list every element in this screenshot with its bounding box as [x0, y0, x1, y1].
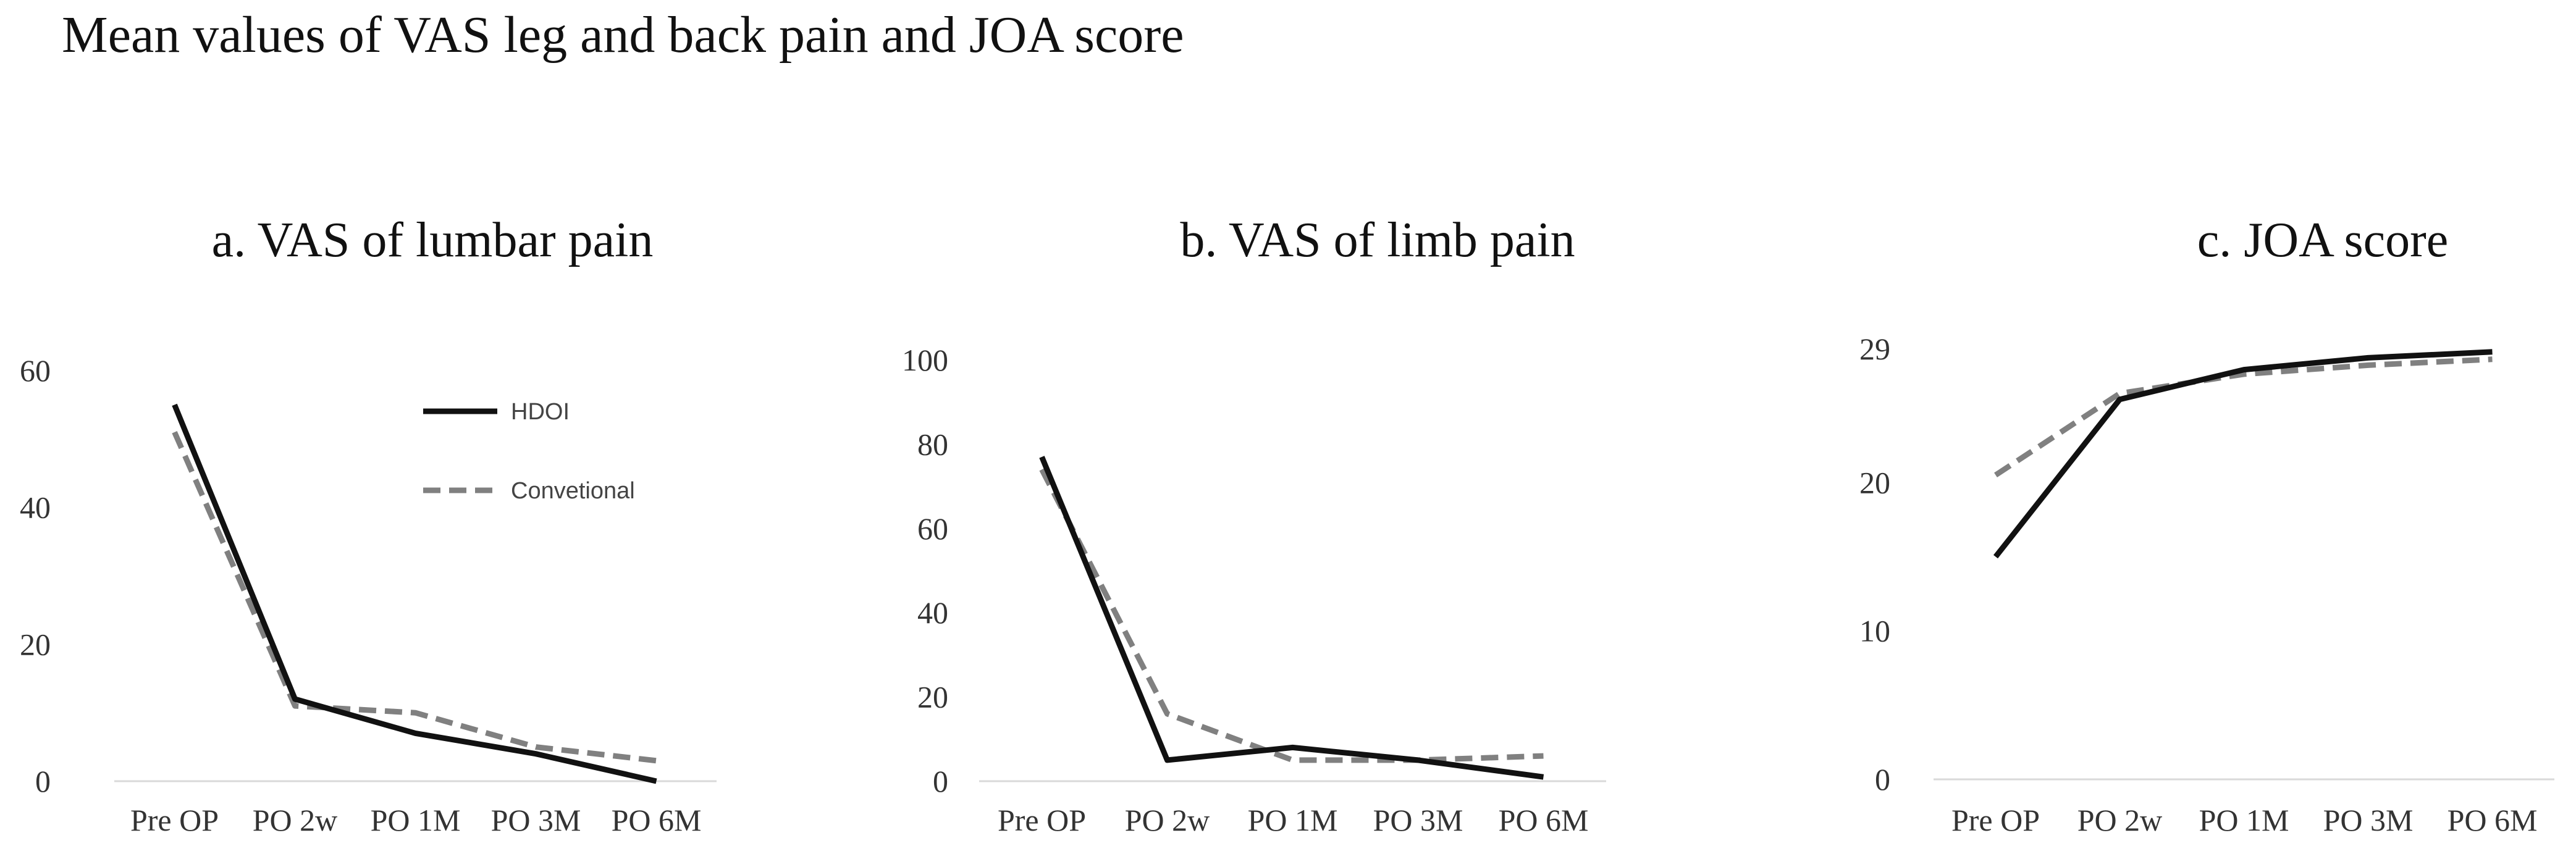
legend-label: HDOI [511, 399, 570, 425]
y-tick-label: 20 [1859, 465, 1890, 500]
panel-title: a. VAS of lumbar pain [212, 213, 654, 267]
y-tick-label: 40 [917, 595, 948, 630]
x-tick-label: PO 3M [1373, 803, 1463, 837]
y-tick-label: 20 [20, 627, 51, 661]
panel-title: b. VAS of limb pain [1180, 213, 1575, 267]
y-tick-label: 60 [20, 353, 51, 388]
x-tick-label: PO 2w [253, 803, 338, 837]
x-tick-label: PO 6M [1499, 803, 1589, 837]
series-line-hdoi [1039, 456, 1544, 780]
x-tick-label: Pre OP [1951, 803, 2040, 837]
x-tick-label: PO 2w [2077, 803, 2163, 837]
x-tick-label: PO 3M [2323, 803, 2414, 837]
y-tick-label: 60 [917, 511, 948, 546]
y-tick-label: 100 [902, 343, 948, 377]
series-line-hdoi [172, 403, 657, 784]
y-tick-label: 0 [1875, 762, 1890, 797]
y-tick-label: 10 [1859, 614, 1890, 648]
figure-title: Mean values of VAS leg and back pain and… [62, 6, 1184, 64]
y-tick-label: 40 [20, 490, 51, 525]
series-line-convetional [172, 430, 657, 764]
x-tick-label: PO 1M [1248, 803, 1338, 837]
y-tick-label: 80 [917, 427, 948, 461]
x-tick-label: PO 6M [2448, 803, 2538, 837]
series-line-convetional [1994, 356, 2493, 478]
x-tick-label: PO 2w [1125, 803, 1210, 837]
series-line-hdoi [1993, 349, 2493, 559]
y-tick-label: 20 [917, 680, 948, 714]
x-tick-label: Pre OP [130, 803, 219, 837]
x-tick-label: PO 1M [2199, 803, 2289, 837]
y-tick-label: 29 [1859, 332, 1890, 366]
x-tick-label: Pre OP [998, 803, 1086, 837]
x-tick-label: PO 3M [491, 803, 581, 837]
panel-title: c. JOA score [2197, 213, 2449, 267]
x-tick-label: PO 1M [371, 803, 461, 837]
y-tick-label: 0 [933, 764, 948, 798]
legend-label: Convetional [511, 478, 635, 504]
series-line-convetional [1039, 468, 1544, 763]
y-tick-label: 0 [35, 764, 51, 798]
x-tick-label: PO 6M [612, 803, 702, 837]
